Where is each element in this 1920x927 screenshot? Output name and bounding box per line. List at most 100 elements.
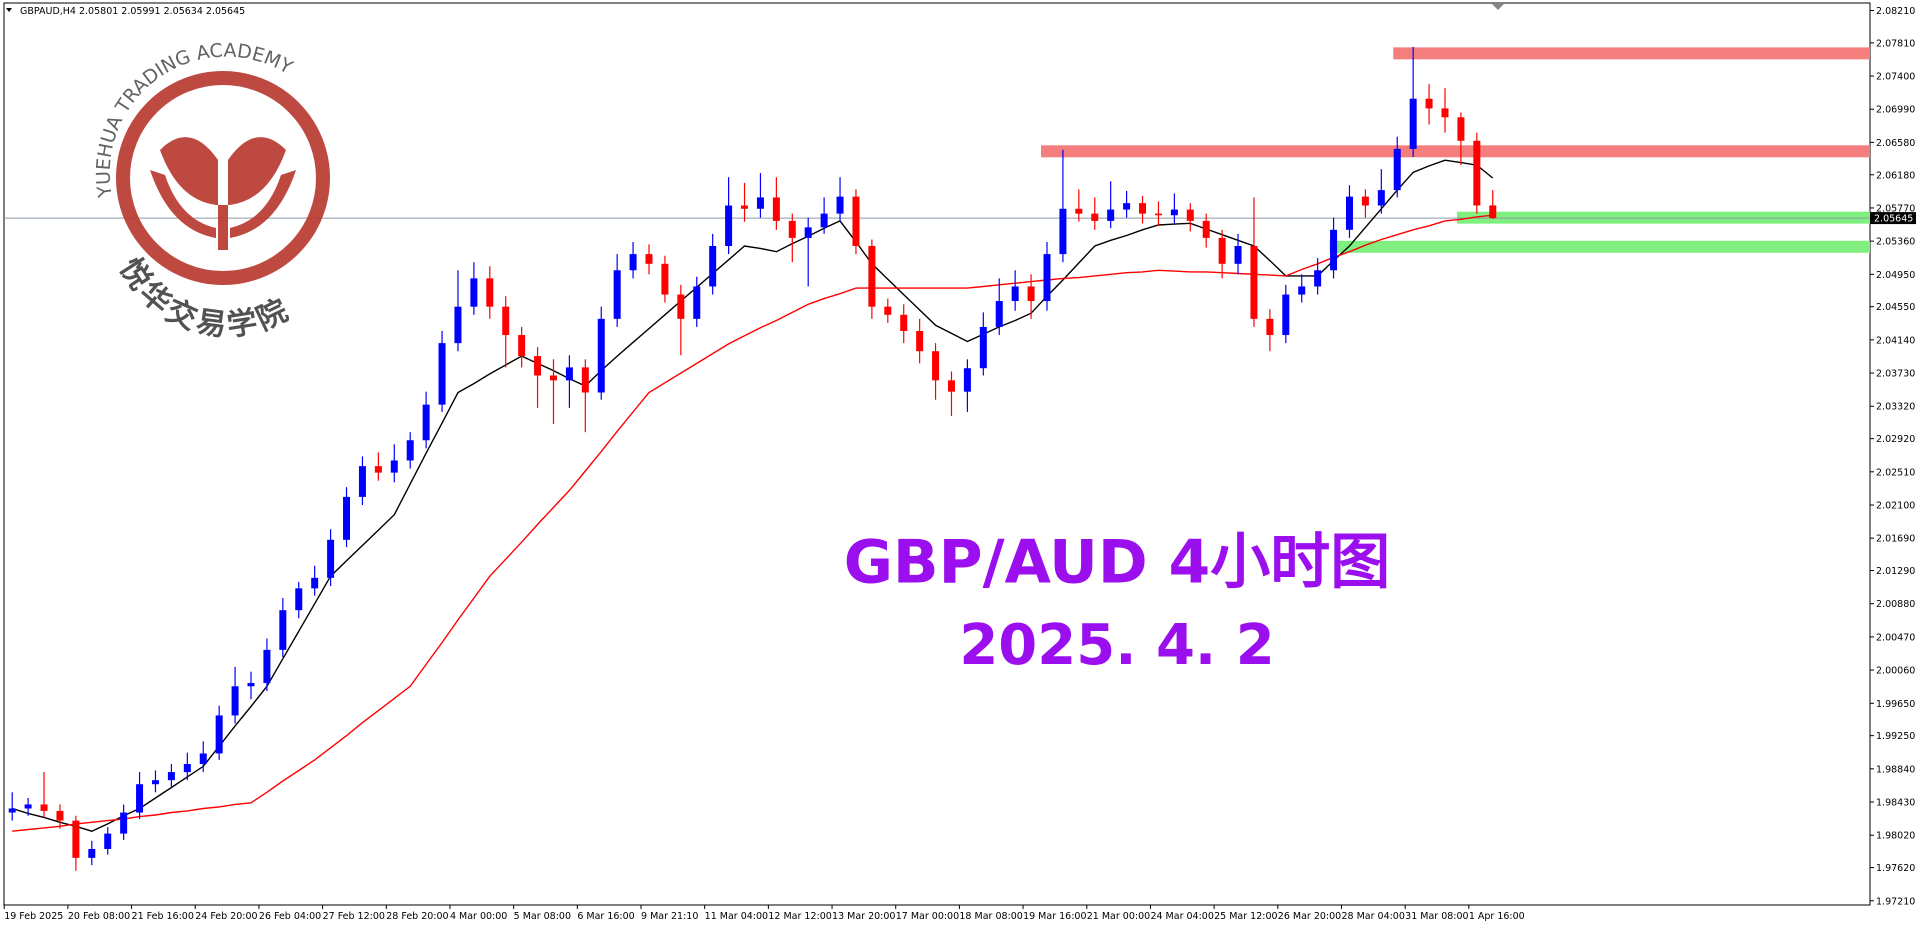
- y-tick-label: 1.98840: [1876, 764, 1915, 775]
- candle-body: [995, 301, 1003, 327]
- candle-body: [804, 227, 812, 238]
- candle-body: [406, 440, 414, 461]
- candle-body: [1377, 190, 1385, 206]
- candle-body: [1234, 245, 1242, 264]
- x-tick-label: 18 Mar 08:00: [959, 911, 1022, 922]
- y-tick-label: 2.03730: [1876, 369, 1915, 380]
- candle-body: [1123, 203, 1131, 210]
- x-tick-label: 9 Mar 21:10: [641, 911, 698, 922]
- candle-body: [756, 197, 764, 209]
- candle-body: [1011, 286, 1019, 302]
- y-tick-label: 2.00470: [1876, 632, 1915, 643]
- candle-body: [390, 460, 398, 473]
- price-zone: [1041, 145, 1870, 158]
- y-tick-label: 2.05770: [1876, 203, 1915, 214]
- candle-body: [613, 270, 621, 319]
- candle-body: [852, 196, 860, 246]
- candle-body: [438, 343, 446, 405]
- candle-body: [1154, 213, 1162, 216]
- candle-body: [486, 278, 494, 307]
- candle-body: [1457, 117, 1465, 141]
- candle-body: [693, 286, 701, 319]
- y-tick-label: 2.03320: [1876, 402, 1915, 413]
- candle-body: [820, 213, 828, 228]
- candle-body: [772, 197, 780, 221]
- x-tick-label: 21 Feb 16:00: [132, 911, 194, 922]
- candle-body: [88, 848, 96, 858]
- x-tick-label: 20 Feb 08:00: [68, 911, 130, 922]
- y-tick-label: 2.07810: [1876, 38, 1915, 49]
- candle-body: [1091, 213, 1099, 221]
- candle-body: [979, 326, 987, 369]
- y-tick-label: 1.98020: [1876, 831, 1915, 842]
- candle-body: [231, 686, 239, 716]
- x-tick-label: 26 Feb 04:00: [259, 911, 321, 922]
- candle-body: [279, 610, 287, 650]
- candle-body: [327, 539, 335, 578]
- candle-body: [1059, 208, 1067, 255]
- candle-body: [183, 763, 191, 773]
- candle-body: [900, 314, 908, 331]
- x-tick-label: 24 Feb 20:00: [195, 911, 257, 922]
- y-tick-label: 2.00880: [1876, 599, 1915, 610]
- price-zone: [1329, 240, 1870, 253]
- y-tick-label: 1.99650: [1876, 699, 1915, 710]
- candle-body: [215, 715, 223, 754]
- candle-body: [932, 351, 940, 381]
- scroll-marker: [1492, 4, 1504, 10]
- x-tick-label: 19 Mar 16:00: [1023, 911, 1086, 922]
- candle-body: [1186, 209, 1194, 221]
- candle-body: [629, 254, 637, 271]
- candle-body: [725, 205, 733, 246]
- candle-body: [1441, 108, 1449, 118]
- candle-body: [868, 245, 876, 307]
- candle-body: [645, 254, 653, 264]
- chart-header: GBPAUD,H4 2.05801 2.05991 2.05634 2.0564…: [20, 6, 245, 17]
- candle-body: [1330, 229, 1338, 271]
- candle-body: [1393, 148, 1401, 191]
- candle-body: [40, 804, 48, 811]
- x-tick-label: 6 Mar 16:00: [577, 911, 634, 922]
- candle-body: [104, 833, 112, 849]
- candle-body: [518, 335, 526, 357]
- y-tick-label: 1.99250: [1876, 731, 1915, 742]
- x-tick-label: 26 Mar 20:00: [1278, 911, 1341, 922]
- candle-body: [709, 245, 717, 287]
- candle-body: [1027, 286, 1035, 302]
- y-tick-label: 2.08210: [1876, 6, 1915, 17]
- candle-body: [1266, 318, 1274, 336]
- candle-body: [884, 306, 892, 315]
- candle-body: [661, 263, 669, 295]
- y-tick-label: 1.98430: [1876, 798, 1915, 809]
- moving-average: [12, 214, 1493, 832]
- candle-body: [454, 306, 462, 344]
- x-tick-label: 5 Mar 08:00: [514, 911, 571, 922]
- header-arrow: [6, 8, 12, 12]
- x-tick-label: 19 Feb 2025: [4, 911, 63, 922]
- x-tick-label: 28 Feb 20:00: [386, 911, 448, 922]
- candle-body: [947, 380, 955, 392]
- y-tick-label: 2.05360: [1876, 237, 1915, 248]
- x-tick-label: 25 Mar 12:00: [1214, 911, 1277, 922]
- overlay-title: GBP/AUD 4小时图: [844, 528, 1391, 598]
- price-tag: [1870, 212, 1916, 225]
- y-tick-label: 1.97620: [1876, 863, 1915, 874]
- candle-body: [1473, 140, 1481, 206]
- candle-body: [374, 466, 382, 473]
- candle-body: [1218, 237, 1226, 264]
- x-tick-label: 28 Mar 04:00: [1341, 911, 1404, 922]
- candle-body: [1298, 286, 1306, 295]
- x-tick-label: 24 Mar 04:00: [1150, 911, 1213, 922]
- moving-average: [11, 159, 1494, 832]
- y-tick-label: 2.07400: [1876, 72, 1915, 83]
- y-tick-label: 2.06580: [1876, 138, 1915, 149]
- y-tick-label: 2.06180: [1876, 170, 1915, 181]
- x-tick-label: 1 Apr 16:00: [1469, 911, 1525, 922]
- candle-body: [1250, 245, 1258, 319]
- candle-body: [1345, 196, 1353, 230]
- candle-body: [549, 375, 557, 381]
- x-tick-label: 31 Mar 08:00: [1405, 911, 1468, 922]
- x-tick-label: 4 Mar 00:00: [450, 911, 507, 922]
- y-tick-label: 1.97210: [1876, 896, 1915, 907]
- x-tick-label: 17 Mar 00:00: [896, 911, 959, 922]
